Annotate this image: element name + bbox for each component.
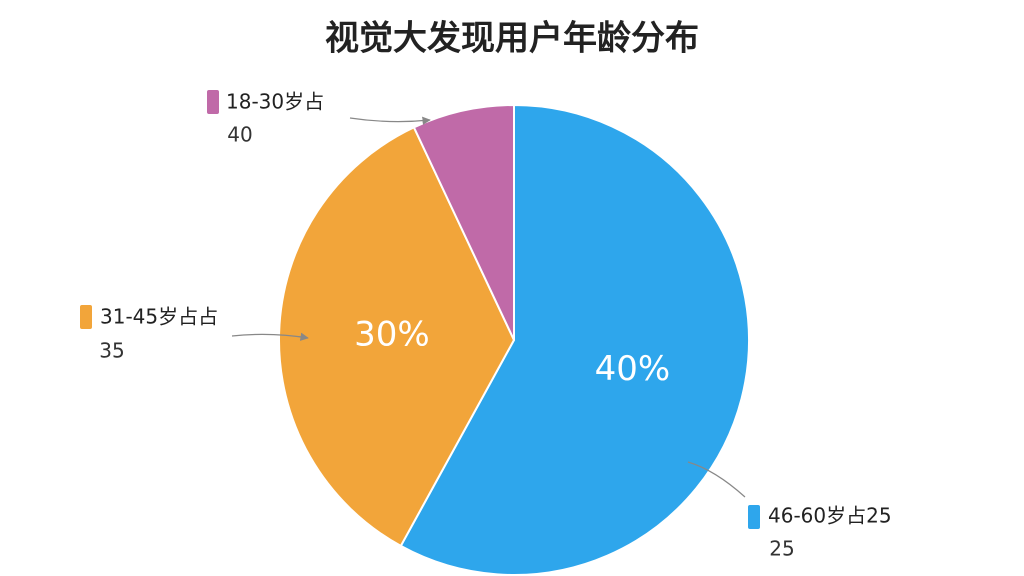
slice-label: 30% [354, 315, 430, 355]
slice-label: 40% [595, 349, 671, 389]
legend-label: 31-45岁占占 [100, 305, 218, 329]
value-label: 25 [769, 537, 794, 561]
legend-swatch [80, 305, 92, 329]
pie-slice [278, 126, 516, 548]
leader-line [231, 332, 309, 341]
leader-line [349, 116, 431, 125]
legend-swatch [207, 90, 219, 114]
value-label: 35 [99, 339, 124, 363]
value-label: 40 [227, 123, 252, 147]
chart-title: 视觉大发现用户年龄分布 [325, 19, 699, 59]
pie-slice [399, 103, 750, 576]
leader-line [687, 461, 746, 498]
legend-swatch [748, 505, 760, 529]
legend-label: 46-60岁占25 [768, 504, 892, 528]
legend-label: 18-30岁占 [226, 90, 324, 114]
pie-slice [412, 103, 515, 341]
